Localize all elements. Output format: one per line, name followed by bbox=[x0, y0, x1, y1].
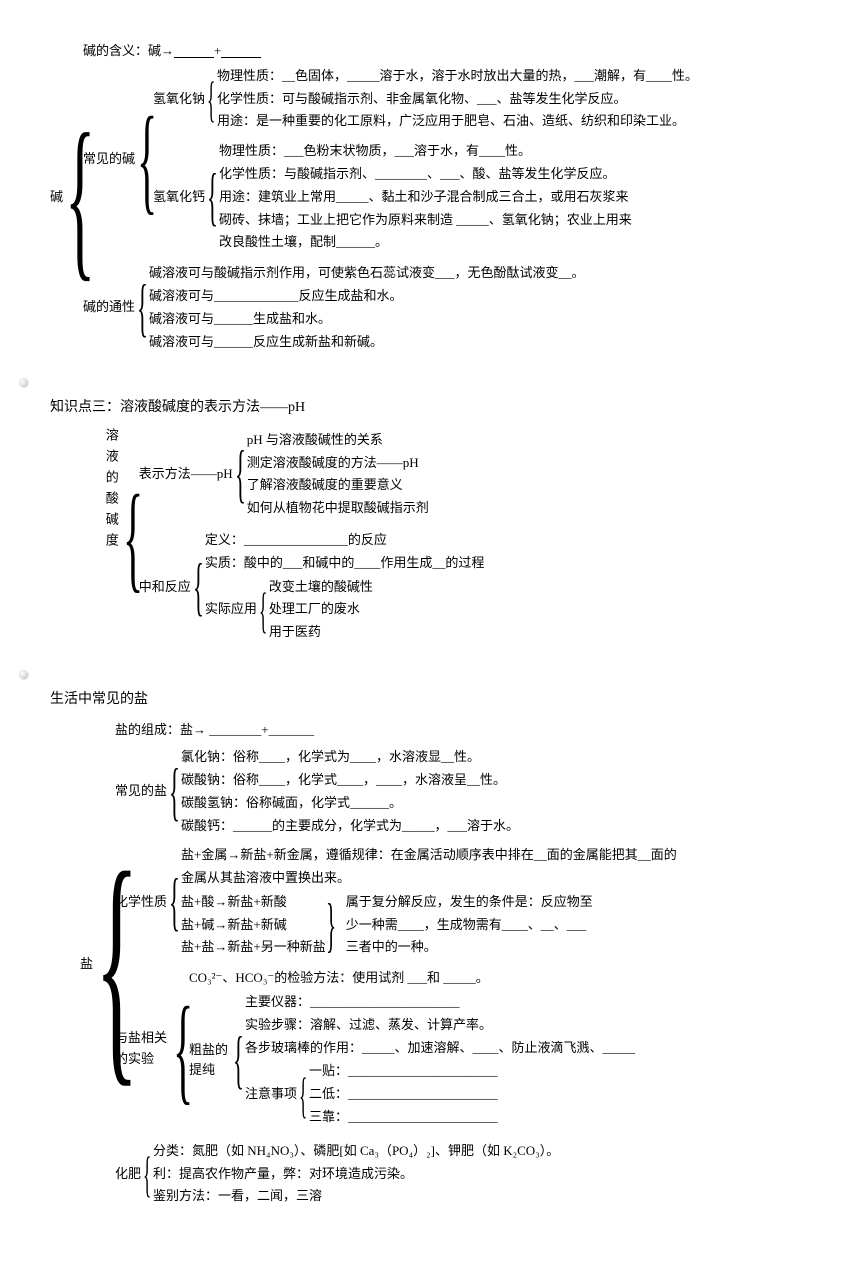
f2: 利：提高农作物产量，弊：对环境造成污染。 bbox=[153, 1164, 559, 1185]
brace-icon: { bbox=[207, 171, 213, 223]
method-label: 表示方法——pH bbox=[139, 429, 237, 520]
caoh2-use3: 改良酸性土壤，配制______。 bbox=[219, 232, 632, 253]
brace-icon: { bbox=[143, 1154, 148, 1194]
a1: 改变土壤的酸碱性 bbox=[269, 577, 373, 598]
salt-comp: 盐的组成：盐→ ________+_______ bbox=[115, 720, 677, 741]
f1: 分类：氮肥（如 NH₄NO₃）、磷肥[如 Ca₃（PO₄）₂]、钾肥（如 K₂C… bbox=[153, 1141, 559, 1162]
caoh2-use2: 砌砖、抹墙；工业上把它作为原料来制造 _____、氢氧化钠；农业上用来 bbox=[219, 210, 632, 231]
n3: 三靠：_______________________ bbox=[309, 1107, 498, 1128]
caoh2-phys: 物理性质：___色粉末状物质，___溶于水，有____性。 bbox=[219, 141, 632, 162]
def: 定义：________________的反应 bbox=[205, 530, 485, 551]
r2: 实验步骤：溶解、过滤、蒸发、计算产率。 bbox=[245, 1015, 635, 1036]
chr3: 三者中的一种。 bbox=[346, 937, 593, 958]
m3: 了解溶液酸碱度的重要意义 bbox=[247, 475, 429, 496]
brace-icon: { bbox=[207, 79, 212, 119]
f3: 鉴别方法：一看，二闻，三溶 bbox=[153, 1186, 559, 1207]
salts-section: 生活中常见的盐 盐 { 盐的组成：盐→ ________+_______ 常见的… bbox=[50, 689, 810, 1209]
neutral-label: 中和反应 bbox=[139, 529, 195, 645]
c2: 碳酸钠：俗称____，化学式____，____，水溶液呈__性。 bbox=[181, 770, 519, 791]
brace-icon: { bbox=[169, 876, 175, 928]
rbrace-icon: } bbox=[326, 901, 332, 949]
brace-icon: { bbox=[193, 561, 199, 613]
ch3: 盐+碱→新盐+新碱 bbox=[181, 915, 326, 936]
c3: 碳酸氢钠：俗称碱面，化学式______。 bbox=[181, 793, 519, 814]
r1: 主要仪器：_______________________ bbox=[245, 992, 635, 1013]
n1: 一贴：_______________________ bbox=[309, 1061, 498, 1082]
naoh-label: 氢氧化钠 bbox=[153, 65, 209, 133]
brace-icon: { bbox=[95, 860, 103, 1068]
refine-label: 粗盐的提纯 bbox=[189, 991, 235, 1130]
chr2: 少一种需____，生成物需有____、__、___ bbox=[346, 915, 593, 936]
gen1: 碱溶液可与酸碱指示剂作用，可使紫色石蕊试液变___，无色酚酞试液变__。 bbox=[149, 263, 585, 284]
m2: 测定溶液酸碱度的方法——pH bbox=[247, 453, 429, 474]
gen3: 碱溶液可与______生成盐和水。 bbox=[149, 309, 585, 330]
kp3-title: 知识点三：溶液酸碱度的表示方法——pH bbox=[50, 397, 810, 419]
co3: CO₃²⁻、HCO₃⁻的检验方法：使用试剂 ___和 _____。 bbox=[189, 968, 635, 989]
fert-label: 化肥 bbox=[115, 1140, 145, 1208]
note-label: 注意事项 bbox=[245, 1060, 301, 1128]
brace-icon: { bbox=[137, 111, 144, 207]
brace-icon: { bbox=[173, 1001, 180, 1097]
c1: 氯化钠：俗称____，化学式为____，水溶液显__性。 bbox=[181, 747, 519, 768]
ph-section: 知识点三：溶液酸碱度的表示方法——pH 溶液的酸碱度 { 表示方法——pH { … bbox=[50, 397, 810, 646]
brace-icon: { bbox=[123, 489, 130, 585]
brace-icon: { bbox=[235, 448, 241, 500]
app-label: 实际应用 bbox=[205, 576, 261, 644]
caoh2-label: 氢氧化钙 bbox=[153, 140, 209, 254]
salts-title: 生活中常见的盐 bbox=[50, 689, 810, 711]
a2: 处理工厂的废水 bbox=[269, 599, 373, 620]
brace-icon: { bbox=[259, 590, 264, 630]
naoh-chem: 化学性质：可与酸碱指示剂、非金属氧化物、___、盐等发生化学反应。 bbox=[217, 89, 698, 110]
a3: 用于医药 bbox=[269, 622, 373, 643]
chr1: 属于复分解反应，发生的条件是：反应物至 bbox=[346, 892, 593, 913]
brace-icon: { bbox=[233, 1034, 239, 1086]
brace-icon: { bbox=[169, 766, 175, 818]
caoh2-use1: 用途：建筑业上常用_____、黏土和沙子混合制成三合土，或用石灰浆来 bbox=[219, 187, 632, 208]
ess: 实质：酸中的___和碱中的____作用生成__的过程 bbox=[205, 553, 485, 574]
ch1b: 金属从其盐溶液中置换出来。 bbox=[181, 868, 677, 889]
n2: 二低：_______________________ bbox=[309, 1084, 498, 1105]
ch4: 盐+盐→新盐+另一种新盐 bbox=[181, 937, 326, 958]
bullet-icon bbox=[20, 379, 28, 387]
ph-root: 溶液的酸碱度 bbox=[100, 428, 125, 646]
gen2: 碱溶液可与_____________反应生成盐和水。 bbox=[149, 286, 585, 307]
ch1: 盐+金属→新盐+新金属，遵循规律：在金属活动顺序表中排在__面的金属能把其__面… bbox=[181, 845, 677, 866]
caoh2-chem: 化学性质：与酸碱指示剂、________、___、酸、盐等发生化学反应。 bbox=[219, 164, 632, 185]
brace-icon: { bbox=[137, 282, 143, 334]
bullet-icon bbox=[20, 671, 28, 679]
m4: 如何从植物花中提取酸碱指示剂 bbox=[247, 498, 429, 519]
gen4: 碱溶液可与______反应生成新盐和新碱。 bbox=[149, 332, 585, 353]
alkali-meaning: 碱的含义：碱→ + bbox=[83, 41, 698, 62]
c4: 碳酸钙：______的主要成分，化学式为_____，___溶于水。 bbox=[181, 816, 519, 837]
brace-icon: { bbox=[65, 125, 73, 269]
r3: 各步玻璃棒的作用：_____、加速溶解、____、防止液滴飞溅、_____ bbox=[245, 1038, 635, 1059]
ch2: 盐+酸→新盐+新酸 bbox=[181, 892, 326, 913]
alkali-diagram: 碱 { 碱的含义：碱→ + 常见的碱 { 氢氧化钠 { bbox=[50, 40, 810, 354]
naoh-phys: 物理性质：__色固体，_____溶于水，溶于水时放出大量的热，___潮解，有__… bbox=[217, 66, 698, 87]
m1: pH 与溶液酸碱性的关系 bbox=[247, 430, 429, 451]
naoh-use: 用途：是一种重要的化工原料，广泛应用于肥皂、石油、造纸、纺织和印染工业。 bbox=[217, 111, 698, 132]
brace-icon: { bbox=[299, 1075, 304, 1115]
